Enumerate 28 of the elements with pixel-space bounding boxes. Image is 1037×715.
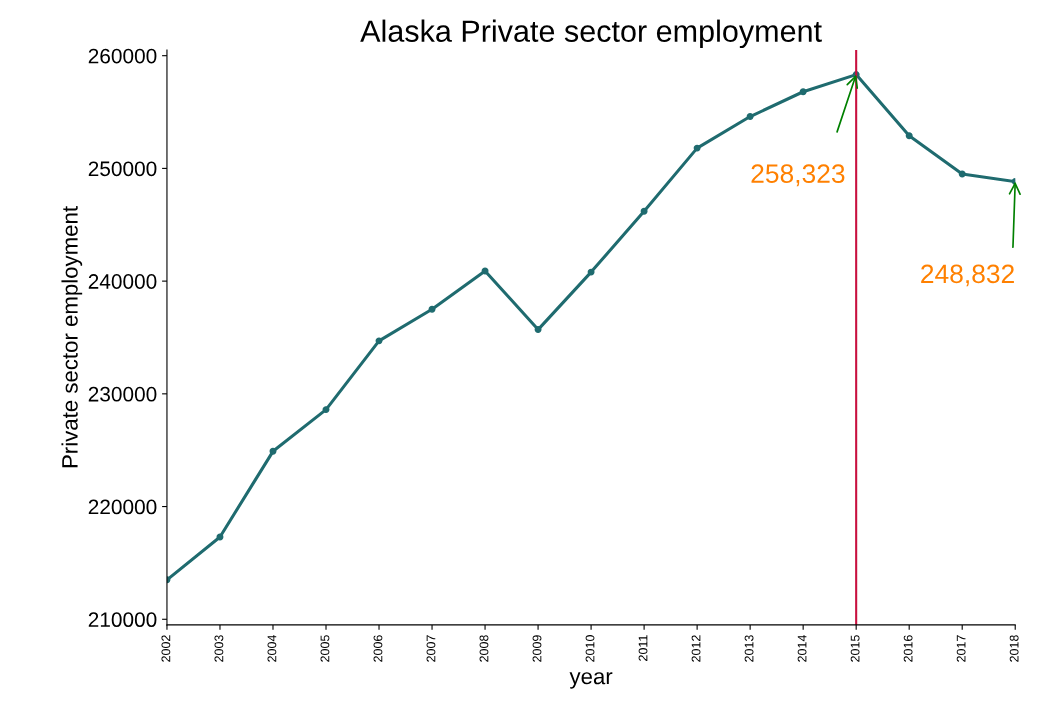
x-tick-label: 2006: [373, 635, 383, 662]
x-tick-label: 2013: [744, 635, 754, 662]
y-tick-label: 210000: [88, 612, 157, 628]
x-tick-label: 2014: [797, 635, 807, 662]
annotation: 258,323: [751, 164, 845, 187]
x-axis-title: year: [569, 672, 613, 689]
x-tick-label: 2015: [850, 635, 860, 662]
x-tick-label: 2005: [320, 635, 330, 662]
x-tick-label: 2012: [691, 635, 701, 662]
x-tick-label: 2003: [214, 635, 224, 662]
x-tick-label: 2018: [1009, 635, 1019, 662]
annotation: 248,832: [921, 264, 1014, 287]
y-tick-label: 220000: [88, 499, 157, 515]
y-tick-label: 240000: [88, 274, 157, 289]
x-tick-label: 2010: [585, 635, 595, 662]
y-tick-label: 260000: [88, 48, 157, 64]
x-tick-label: 2009: [532, 635, 542, 662]
y-tick-label: 230000: [88, 386, 157, 402]
y-axis-title: Private sector employment: [61, 206, 83, 468]
x-tick-label: 2004: [267, 635, 277, 662]
x-tick-label: 2002: [161, 635, 171, 662]
x-tick-label: 2007: [426, 635, 436, 662]
chart-title: Alaska Private sector employment: [360, 19, 822, 49]
x-tick-label: 2016: [903, 635, 913, 662]
x-tick-label: 2017: [956, 635, 966, 662]
x-tick-label: 2008: [479, 635, 489, 662]
y-tick-label: 250000: [88, 161, 157, 177]
x-tick-label: 2011: [638, 635, 648, 661]
